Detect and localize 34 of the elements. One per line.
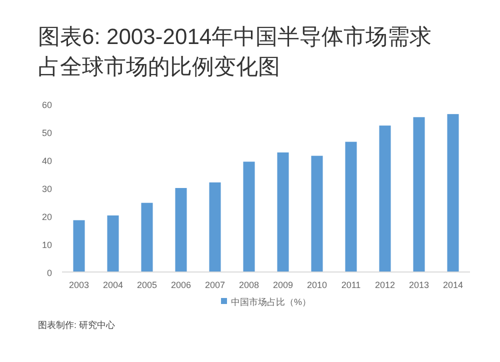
text: 图表制作: 研究中心 xyxy=(38,320,116,330)
x-tick-label: 2012 xyxy=(374,280,396,290)
x-tick-label: 2005 xyxy=(136,280,158,290)
y-tick-label: 0 xyxy=(46,268,52,278)
x-tick-label: 2003 xyxy=(68,280,90,290)
x-tick-label: 2008 xyxy=(238,280,260,290)
bar xyxy=(141,202,153,272)
bar xyxy=(413,117,425,272)
legend-label: 中国市场占比（%） xyxy=(230,297,312,307)
bar xyxy=(243,162,255,272)
y-tick-label: 10 xyxy=(42,240,52,250)
chart-title: 图表6: 2003-2014年中国半导体市场需求占全球市场的比例变化图 xyxy=(38,24,432,79)
bar xyxy=(209,182,221,272)
y-tick-label: 50 xyxy=(42,128,52,138)
y-tick-label: 60 xyxy=(42,100,52,110)
bar xyxy=(447,114,459,272)
x-tick-label: 2004 xyxy=(102,280,124,290)
x-tick-label: 2007 xyxy=(204,280,226,290)
bar xyxy=(73,220,85,272)
y-tick-label: 20 xyxy=(42,212,52,222)
x-tick-label: 2011 xyxy=(341,280,361,290)
bar xyxy=(107,215,119,272)
x-tick-label: 2014 xyxy=(442,280,464,290)
x-tick-label: 2013 xyxy=(408,280,430,290)
bar xyxy=(311,156,323,272)
x-tick-label: 2009 xyxy=(272,280,294,290)
bar xyxy=(345,142,357,272)
x-tick-label: 2006 xyxy=(170,280,192,290)
bar xyxy=(175,188,187,272)
y-tick-label: 30 xyxy=(42,184,52,194)
bar xyxy=(379,126,391,272)
x-tick-label: 2010 xyxy=(306,280,328,290)
bar xyxy=(277,152,289,272)
y-tick-label: 40 xyxy=(42,156,52,166)
